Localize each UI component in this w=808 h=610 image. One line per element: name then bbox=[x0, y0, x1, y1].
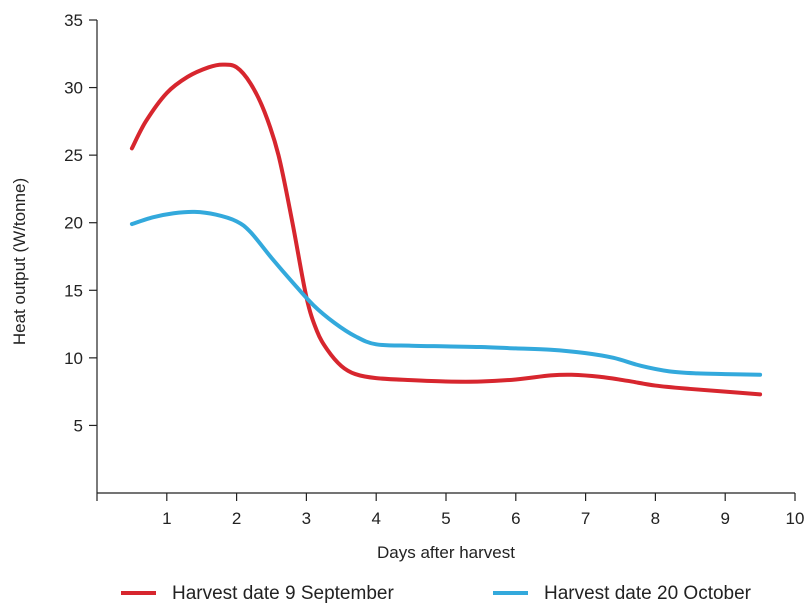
axes bbox=[96, 20, 795, 494]
x-tick-label: 7 bbox=[581, 509, 590, 528]
x-tick-label: 8 bbox=[651, 509, 660, 528]
y-tick-label: 30 bbox=[64, 79, 83, 98]
x-tick-label: 6 bbox=[511, 509, 520, 528]
y-tick-label: 5 bbox=[74, 416, 83, 435]
legend-label-1: Harvest date 9 September bbox=[172, 583, 394, 604]
x-tick-label: 10 bbox=[786, 509, 805, 528]
x-tick-label: 3 bbox=[302, 509, 311, 528]
x-tick-label: 9 bbox=[720, 509, 729, 528]
x-tick-label: 4 bbox=[371, 509, 380, 528]
y-axis-title: Heat output (W/tonne) bbox=[10, 178, 29, 345]
series-line-2 bbox=[129, 209, 763, 377]
x-ticks: 1 2 3 4 5 6 7 8 9 10 bbox=[96, 493, 805, 528]
legend: Harvest date 9 September Harvest date 20 … bbox=[121, 583, 752, 604]
y-tick-label: 15 bbox=[64, 281, 83, 300]
y-ticks: 5 10 15 20 25 30 35 bbox=[64, 11, 97, 435]
x-tick-label: 2 bbox=[232, 509, 241, 528]
y-tick-label: 10 bbox=[64, 349, 83, 368]
y-tick-label: 25 bbox=[64, 146, 83, 165]
series-group bbox=[129, 62, 763, 397]
y-tick-label: 20 bbox=[64, 214, 83, 233]
x-tick-label: 5 bbox=[441, 509, 450, 528]
legend-label-2: Harvest date 20 October bbox=[544, 583, 752, 604]
x-axis-title: Days after harvest bbox=[377, 543, 515, 562]
y-tick-label: 35 bbox=[64, 11, 83, 30]
x-tick-label: 1 bbox=[162, 509, 171, 528]
series-line-1 bbox=[129, 62, 763, 397]
